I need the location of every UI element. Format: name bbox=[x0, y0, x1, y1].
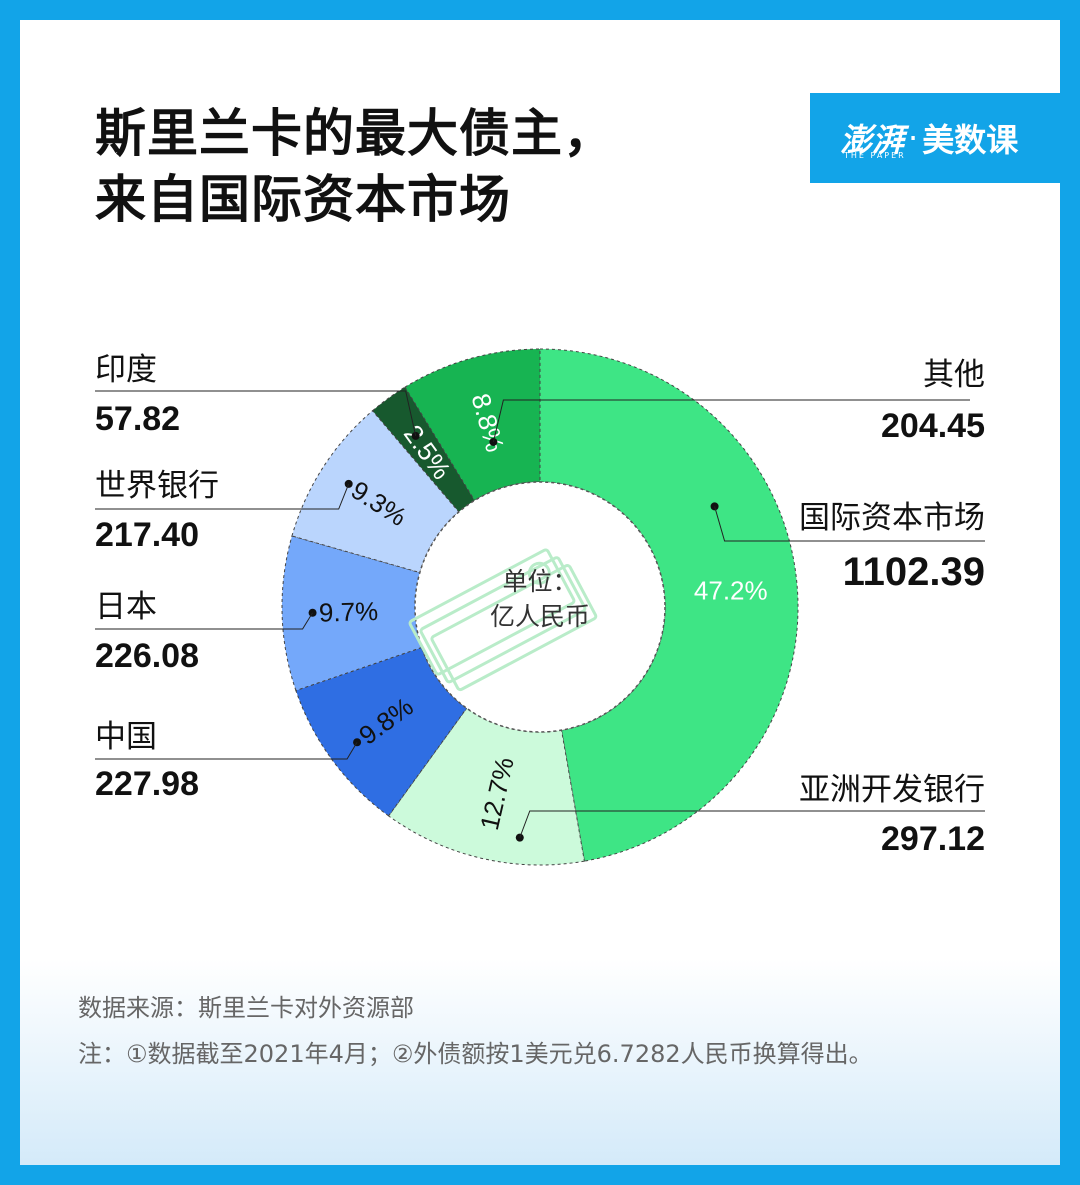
category-name-label: 其他 bbox=[923, 357, 985, 393]
infographic-card: 斯里兰卡的最大债主， 来自国际资本市场 澎湃 THE PAPER · 美数课 单… bbox=[20, 20, 1060, 1165]
thepaper-logo: 澎湃 bbox=[840, 121, 905, 159]
category-value-label: 217.40 bbox=[95, 516, 199, 554]
category-value-label: 227.98 bbox=[95, 765, 199, 803]
category-name-label: 世界银行 bbox=[95, 468, 219, 504]
category-name-label: 亚洲开发银行 bbox=[799, 772, 985, 808]
donut-slice bbox=[371, 386, 476, 513]
leader-line bbox=[492, 399, 970, 443]
leader-lines bbox=[95, 390, 985, 842]
slice-percent-label: 47.2% bbox=[694, 575, 768, 605]
category-name-label: 中国 bbox=[95, 719, 157, 755]
category-labels: 国际资本市场 1102.39 亚洲开发银行 297.12 中国 227.98 日本 226.0… bbox=[95, 352, 985, 858]
category-value-label: 204.45 bbox=[881, 407, 985, 445]
brand-separator: · bbox=[908, 119, 919, 157]
leader-line bbox=[95, 612, 313, 630]
category-value-label: 1102.39 bbox=[843, 550, 985, 594]
leader-line bbox=[95, 483, 350, 510]
brand-column-name: 美数课 bbox=[922, 121, 1019, 159]
thepaper-logo-sub: THE PAPER bbox=[844, 151, 906, 160]
page-title: 斯里兰卡的最大债主， 来自国际资本市场 bbox=[95, 102, 615, 234]
category-name-label: 国际资本市场 bbox=[799, 500, 985, 536]
donut-chart: 单位： 亿人民币 47.2%12.7%9.8%9.7%9.3%2.5% 8.8% … bbox=[95, 348, 985, 866]
unit-label-line-2: 亿人民币 bbox=[490, 602, 590, 631]
title-line-1: 斯里兰卡的最大债主， bbox=[95, 105, 616, 164]
donut-hole bbox=[414, 481, 666, 733]
slice-percent-label: 9.7% bbox=[319, 596, 379, 627]
leader-line bbox=[714, 506, 985, 542]
leader-line bbox=[95, 741, 358, 760]
money-icon bbox=[408, 548, 598, 692]
category-value-label: 226.08 bbox=[95, 637, 199, 675]
brand-logo-box: 澎湃 THE PAPER · 美数课 bbox=[810, 93, 1060, 183]
unit-label-line-1: 单位： bbox=[502, 567, 577, 596]
footnote: 注：①数据截至2021年4月；②外债额按1美元兑6.7282人民币换算得出。 bbox=[78, 1040, 873, 1068]
source-note: 数据来源：斯里兰卡对外资源部 bbox=[78, 994, 414, 1022]
title-line-2: 来自国际资本市场 bbox=[95, 171, 512, 230]
donut-slice bbox=[539, 348, 799, 862]
leader-line bbox=[519, 810, 985, 838]
category-name-label: 日本 bbox=[95, 589, 157, 625]
donut-slice bbox=[387, 707, 585, 866]
category-value-label: 297.12 bbox=[881, 820, 985, 858]
category-value-label: 57.82 bbox=[95, 400, 180, 438]
leader-line bbox=[95, 390, 417, 437]
category-name-label: 印度 bbox=[95, 352, 157, 388]
